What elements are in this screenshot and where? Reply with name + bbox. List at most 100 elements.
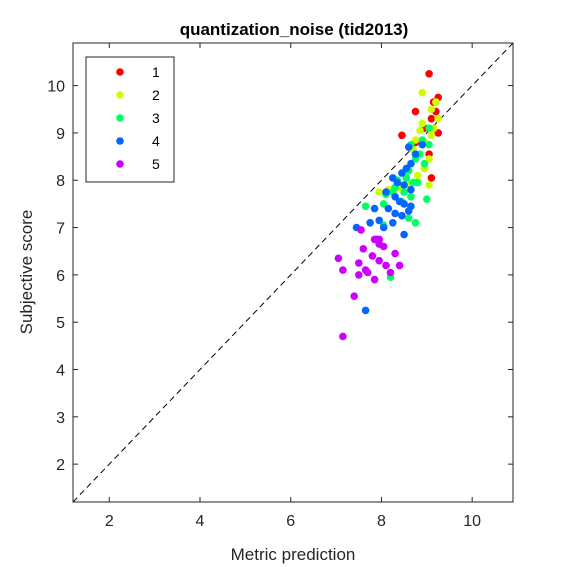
data-point-series-5 [395, 261, 404, 270]
data-point-series-1 [425, 70, 433, 78]
data-point-series-5 [334, 254, 343, 263]
data-point-series-4 [404, 207, 413, 215]
data-point-series-5 [375, 256, 384, 265]
data-point-series-4 [398, 211, 406, 220]
y-tick-label: 8 [56, 173, 65, 190]
data-point-series-3 [423, 195, 431, 203]
data-point-series-4 [400, 200, 408, 208]
legend-box [85, 56, 175, 183]
data-point-series-3 [425, 140, 433, 149]
data-point-series-5 [364, 268, 372, 277]
legend-marker-2 [116, 91, 124, 99]
x-tick-label: 4 [196, 513, 205, 530]
legend-marker-3 [116, 114, 124, 122]
data-point-series-4 [379, 223, 388, 232]
legend-marker-5 [116, 160, 124, 168]
plot-area [72, 42, 514, 503]
data-point-series-4 [361, 306, 370, 315]
data-point-series-2 [413, 171, 422, 180]
y-tick-label: 6 [56, 268, 65, 285]
data-point-series-4 [391, 193, 399, 201]
data-point-series-2 [418, 119, 427, 128]
data-point-series-4 [407, 185, 415, 194]
data-point-series-5 [382, 261, 390, 270]
x-axis-label: Metric prediction [231, 545, 356, 564]
y-tick-label: 9 [56, 126, 65, 143]
legend: 1 2 3 4 5 [85, 56, 175, 183]
data-point-series-2 [425, 181, 433, 189]
legend-label-2: 2 [152, 87, 160, 103]
data-point-series-3 [361, 202, 370, 211]
data-point-series-5 [339, 332, 347, 341]
data-point-series-5 [370, 275, 379, 284]
data-point-series-5 [350, 292, 359, 301]
data-point-series-4 [384, 204, 393, 213]
data-point-series-4 [370, 204, 379, 213]
data-point-series-3 [411, 219, 420, 227]
data-point-series-4 [411, 150, 420, 158]
data-point-series-2 [411, 136, 420, 144]
data-point-series-4 [391, 209, 399, 218]
data-point-series-4 [400, 230, 408, 239]
legend-label-3: 3 [152, 110, 160, 126]
data-point-series-3 [420, 159, 429, 168]
data-point-series-4 [402, 164, 411, 173]
data-point-series-3 [407, 193, 415, 201]
data-point-series-2 [425, 155, 433, 163]
x-tick-label: 6 [286, 513, 295, 530]
data-point-series-3 [379, 200, 388, 208]
data-point-series-2 [416, 126, 424, 135]
data-point-series-5 [355, 259, 363, 267]
y-tick-label: 3 [56, 410, 65, 427]
x-tick-label: 8 [377, 513, 386, 530]
data-point-series-2 [427, 105, 436, 113]
legend-label-5: 5 [152, 156, 160, 172]
legend-label-4: 4 [152, 133, 160, 149]
x-tick-label: 10 [463, 513, 481, 530]
x-tick-label: 2 [105, 513, 114, 530]
data-point-series-1 [427, 114, 436, 123]
axis-ticks: 2 4 6 8 10 2 3 4 5 6 7 8 9 10 [47, 43, 513, 530]
y-tick-label: 7 [56, 221, 65, 238]
data-point-series-5 [386, 268, 395, 277]
y-tick-label: 5 [56, 315, 65, 332]
data-point-series-1 [434, 129, 443, 137]
data-point-series-1 [427, 174, 436, 182]
data-point-series-5 [391, 249, 399, 258]
y-axis-label: Subjective score [17, 210, 36, 335]
data-point-series-4 [366, 219, 374, 227]
data-point-series-4 [389, 174, 397, 182]
data-point-series-3 [425, 124, 433, 132]
legend-marker-4 [116, 137, 124, 145]
y-tick-label: 2 [56, 457, 65, 474]
data-point-series-5 [375, 235, 384, 244]
chart-title: quantization_noise (tid2013) [180, 20, 409, 39]
legend-marker-1 [116, 68, 124, 76]
data-point-series-2 [418, 88, 427, 97]
data-point-series-4 [375, 216, 384, 225]
data-point-series-4 [382, 188, 390, 196]
data-point-series-3 [400, 188, 408, 196]
data-point-series-5 [339, 266, 347, 274]
data-point-series-4 [407, 159, 415, 168]
axes-box [72, 42, 514, 503]
data-point-series-4 [389, 219, 397, 227]
data-point-series-2 [375, 188, 384, 196]
data-point-series-4 [418, 140, 427, 149]
legend-label-1: 1 [152, 64, 160, 80]
data-point-series-5 [359, 245, 368, 253]
data-point-series-2 [432, 98, 440, 106]
reference-line [72, 42, 514, 503]
data-point-series-1 [398, 131, 406, 140]
data-point-series-4 [404, 143, 413, 151]
data-point-series-4 [398, 169, 406, 177]
data-point-series-5 [379, 242, 388, 251]
data-point-series-5 [355, 271, 363, 279]
data-point-series-5 [357, 226, 365, 234]
data-point-series-2 [434, 114, 443, 123]
y-tick-label: 10 [47, 79, 65, 96]
data-point-series-4 [400, 181, 408, 189]
data-point-series-3 [402, 174, 411, 182]
